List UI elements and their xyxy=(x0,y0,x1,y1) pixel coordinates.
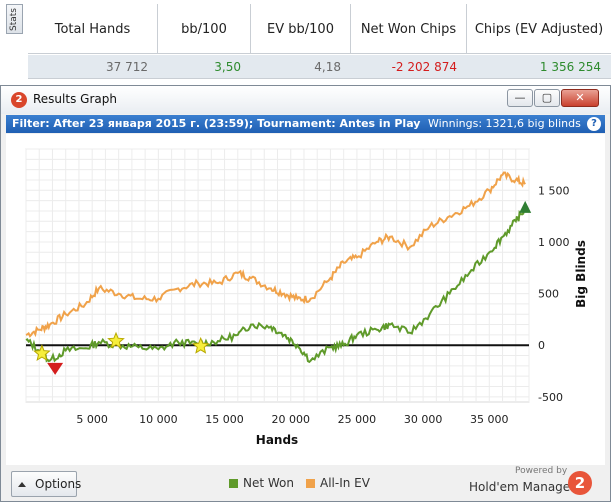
results-chart: 5 000 10 000 15 000 20 000 25 000 30 000 35 00… xyxy=(25,148,588,447)
x-tick-label: 20 000 xyxy=(271,413,310,426)
col-net-won-chips[interactable]: Net Won Chips xyxy=(351,4,467,54)
y-tick-label: 0 xyxy=(538,339,545,352)
maximize-icon: ▢ xyxy=(541,91,553,104)
app-logo-icon: 2 xyxy=(11,92,27,108)
series-line-net-won xyxy=(25,207,526,364)
legend-item-all-in-ev[interactable]: All-In EV xyxy=(306,476,370,490)
col-ev-bb100[interactable]: EV bb/100 xyxy=(251,4,351,54)
legend-swatch-all-in-ev xyxy=(306,478,315,488)
y-tick-label: -500 xyxy=(538,391,563,404)
x-tick-label: 35 000 xyxy=(470,413,509,426)
y-tick-label: 500 xyxy=(538,288,559,301)
cell-net-won-chips: -2 202 874 xyxy=(391,60,457,74)
star-marker xyxy=(107,331,125,349)
stats-data-row[interactable]: 37 712 3,50 4,18 -2 202 874 1 356 254 xyxy=(28,55,611,79)
close-icon: ✕ xyxy=(575,91,585,104)
chart-markers xyxy=(33,200,532,375)
max-marker-up-triangle xyxy=(519,200,532,213)
minimize-button[interactable]: — xyxy=(507,89,533,107)
x-axis-label: Hands xyxy=(256,433,298,447)
cell-ev-bb100: 4,18 xyxy=(314,60,341,74)
y-axis-ticks: -500 0 500 1 000 1 500 xyxy=(538,184,570,404)
star-marker xyxy=(191,336,210,354)
stats-tab-label: Stats xyxy=(9,8,19,31)
col-chips-ev-adjusted[interactable]: Chips (EV Adjusted) xyxy=(474,21,604,37)
col-bb100[interactable]: bb/100 xyxy=(158,4,251,54)
stats-header-row: Total Hands bb/100 EV bb/100 Net Won Chi… xyxy=(28,4,611,54)
filter-bar[interactable]: Filter: After 23 января 2015 г. (23:59);… xyxy=(6,115,605,133)
series-line-all-in-ev xyxy=(25,171,526,338)
plot-panel: 5 000 10 000 15 000 20 000 25 000 30 000 35 00… xyxy=(6,134,605,465)
cell-chips-ev-adjusted: 1 356 254 xyxy=(539,60,601,74)
y-axis-label: Big Blinds xyxy=(574,240,588,308)
brand-name: Hold'em Manager xyxy=(469,480,576,494)
cell-total-hands: 37 712 xyxy=(106,60,148,74)
brand-powered-text: Powered by xyxy=(515,466,568,476)
cell-bb100: 3,50 xyxy=(214,60,241,74)
filter-text: Filter: After 23 января 2015 г. (23:59);… xyxy=(12,117,421,130)
title-bar[interactable]: 2 Results Graph — ▢ ✕ xyxy=(1,86,610,114)
x-tick-label: 5 000 xyxy=(76,413,108,426)
legend-swatch-net-won xyxy=(229,478,238,488)
maximize-button[interactable]: ▢ xyxy=(534,89,560,107)
window-title: Results Graph xyxy=(33,92,117,106)
options-button[interactable]: Options xyxy=(11,471,81,497)
x-axis-ticks: 5 000 10 000 15 000 20 000 25 000 30 000 35 00… xyxy=(76,413,508,426)
minimize-icon: — xyxy=(514,91,526,104)
min-marker-down-triangle xyxy=(47,362,64,375)
chart-legend: Net Won All-In EV xyxy=(229,476,382,490)
legend-item-net-won[interactable]: Net Won xyxy=(229,476,294,490)
star-marker xyxy=(33,344,51,361)
x-tick-label: 15 000 xyxy=(205,413,244,426)
window-footer: Options Net Won All-In EV Powered by Hol… xyxy=(1,466,610,501)
col-total-hands[interactable]: Total Hands xyxy=(28,4,158,54)
y-tick-label: 1 000 xyxy=(538,236,570,249)
caret-up-icon xyxy=(18,482,26,487)
brand-logo-icon: 2 xyxy=(568,471,592,495)
x-tick-label: 25 000 xyxy=(338,413,377,426)
winnings-text: Winnings: 1321,6 big blinds xyxy=(427,117,581,130)
results-graph-window: 2 Results Graph — ▢ ✕ Filter: After 23 я… xyxy=(0,85,611,502)
chart-grid xyxy=(25,148,530,403)
x-tick-label: 10 000 xyxy=(139,413,178,426)
y-tick-label: 1 500 xyxy=(538,184,570,197)
x-tick-label: 30 000 xyxy=(404,413,443,426)
legend-label-net-won: Net Won xyxy=(243,476,294,490)
stats-side-tab[interactable]: Stats xyxy=(6,4,23,34)
stats-panel: Stats Total Hands bb/100 EV bb/100 Net W… xyxy=(0,0,611,80)
options-label: Options xyxy=(35,477,82,491)
legend-label-all-in-ev: All-In EV xyxy=(320,476,370,490)
help-icon[interactable]: ? xyxy=(587,117,601,131)
close-button[interactable]: ✕ xyxy=(561,89,599,107)
